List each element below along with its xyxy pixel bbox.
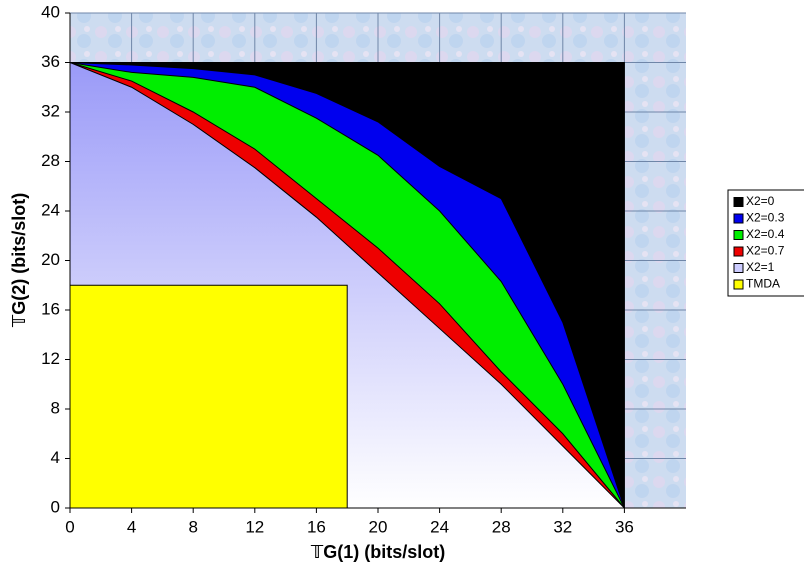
legend-swatch (733, 263, 744, 273)
legend-label: X2=0.3 (746, 211, 785, 225)
x-tick-label: 12 (245, 517, 264, 536)
area (69, 284, 348, 509)
y-tick-label: 4 (51, 448, 60, 467)
y-tick-label: 40 (41, 2, 60, 21)
x-tick-label: 16 (307, 517, 326, 536)
legend-swatch (733, 246, 744, 257)
legend-swatch (733, 213, 744, 224)
x-tick-label: 4 (127, 517, 136, 536)
y-axis-label: 𝕋G(2) (bits/slot) (9, 193, 29, 328)
y-tick-label: 24 (41, 200, 60, 219)
x-tick-label: 36 (615, 517, 634, 536)
x-tick-label: 20 (369, 517, 388, 536)
legend-label: X2=0.4 (746, 227, 785, 241)
legend-label: TMDA (746, 277, 780, 291)
x-tick-label: 0 (65, 517, 74, 536)
legend-swatch (733, 230, 744, 240)
y-tick-label: 28 (41, 151, 60, 170)
x-tick-label: 32 (553, 517, 572, 536)
y-tick-label: 36 (41, 52, 60, 71)
legend-swatch (733, 197, 744, 207)
legend-label: X2=0.7 (746, 244, 785, 258)
legend-swatch (733, 279, 744, 290)
x-tick-label: 8 (188, 517, 197, 536)
y-tick-label: 8 (51, 398, 60, 417)
legend-label: X2=1 (746, 260, 775, 274)
x-axis-label: 𝕋G(1) (bits/slot) (311, 542, 446, 562)
legend-label: X2=0 (746, 194, 775, 208)
x-tick-label: 24 (430, 517, 449, 536)
y-tick-label: 20 (41, 250, 60, 269)
x-tick-label: 28 (492, 517, 511, 536)
y-tick-label: 12 (41, 349, 60, 368)
legend-box (727, 189, 804, 297)
y-tick-label: 32 (41, 101, 60, 120)
y-tick-label: 0 (51, 497, 60, 516)
y-tick-label: 16 (41, 299, 60, 318)
